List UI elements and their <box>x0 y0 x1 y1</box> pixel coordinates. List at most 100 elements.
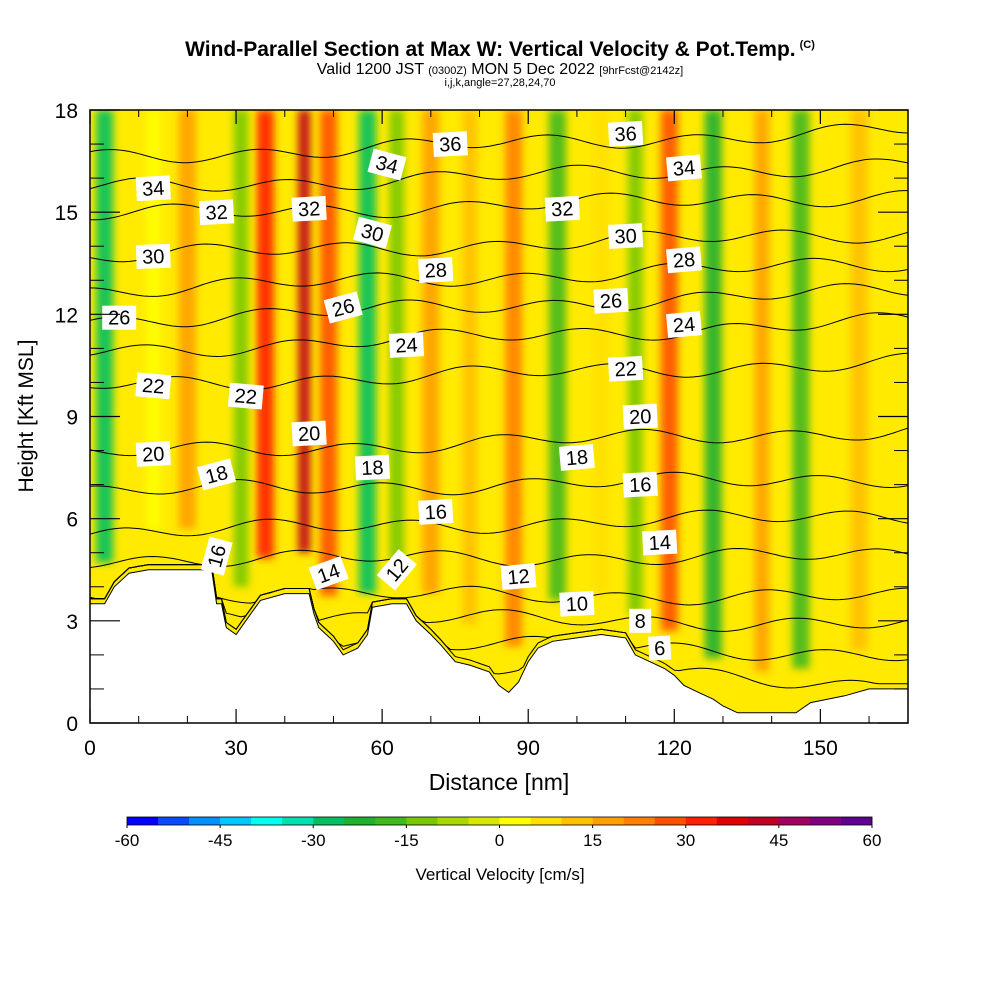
contour-label: 14 <box>308 556 349 591</box>
colorbar-tick-label: -15 <box>394 831 419 850</box>
contour-label-text: 28 <box>672 249 696 273</box>
contour-label: 22 <box>227 382 264 410</box>
colorbar-swatch <box>437 817 469 825</box>
contour-label-text: 12 <box>507 566 531 590</box>
y-tick-label: 15 <box>55 202 78 225</box>
x-tick-label: 0 <box>84 737 96 760</box>
contour-label-text: 32 <box>297 198 320 221</box>
contour-label-box <box>558 443 595 471</box>
colorbar-tick-label: 0 <box>495 831 504 850</box>
contour-label-box <box>135 441 171 467</box>
contour-label: 12 <box>500 563 537 591</box>
colorbar-swatch <box>623 817 656 825</box>
contour-label-box <box>367 148 407 181</box>
contour-label-box <box>607 223 644 249</box>
colorbar-tick-label: -45 <box>208 831 233 850</box>
contour-label: 36 <box>432 131 468 157</box>
x-tick-label: 90 <box>517 737 540 760</box>
contour-label: 18 <box>197 458 237 491</box>
contour-label-box <box>622 403 658 430</box>
colorbar-swatch <box>189 817 221 825</box>
colorbar-swatch <box>220 817 252 825</box>
contour-label: 30 <box>135 243 171 269</box>
y-tick-label: 3 <box>66 611 78 634</box>
contour-label: 22 <box>607 355 644 382</box>
chart-title-text: Wind-Parallel Section at Max W: Vertical… <box>185 38 796 61</box>
contour-label-box <box>135 243 171 269</box>
colorbar-swatch <box>313 817 345 825</box>
contour-label-text: 32 <box>205 202 228 225</box>
contour-label: 14 <box>642 529 678 556</box>
contour-label: 18 <box>558 443 595 471</box>
contour-label: 24 <box>388 332 425 358</box>
contour-label-text: 22 <box>234 385 258 409</box>
contour-label-box <box>135 372 172 400</box>
y-tick-label: 9 <box>66 407 78 430</box>
contour-label-box <box>607 355 644 382</box>
y-tick-label: 12 <box>55 304 78 327</box>
contour-label-box <box>622 471 658 498</box>
colorbar-swatch <box>778 817 811 825</box>
velocity-band <box>359 110 377 594</box>
contour-label-box <box>418 499 454 525</box>
theta-contour <box>90 352 908 391</box>
colorbar-tick-label: -30 <box>301 831 326 850</box>
contour-label: 24 <box>666 311 702 339</box>
theta-contour <box>90 509 908 537</box>
contour-label-box <box>593 287 629 314</box>
copyright-mark: (C) <box>799 39 815 51</box>
velocity-band <box>298 110 311 553</box>
velocity-band <box>593 110 609 594</box>
contour-label: 16 <box>200 536 233 576</box>
valid-time: Valid 1200 JST <box>316 61 424 78</box>
theta-contour <box>90 283 908 328</box>
contour-label: 20 <box>291 420 327 447</box>
contour-label: 34 <box>666 154 702 182</box>
x-tick-label: 150 <box>803 737 838 760</box>
colorbar-tick-label: -60 <box>115 831 140 850</box>
colorbar-swatch <box>809 817 842 825</box>
contour-label: 20 <box>135 441 171 467</box>
colorbar-swatch <box>251 817 283 825</box>
contour-label-text: 14 <box>648 532 671 555</box>
theta-contour <box>90 312 908 358</box>
contour-label-text: 32 <box>551 198 574 221</box>
contour-label: 26 <box>102 305 137 330</box>
colorbar-swatch <box>592 817 624 825</box>
contour-label-box <box>197 458 237 491</box>
y-tick-label: 0 <box>66 713 78 736</box>
contour-label-box <box>291 195 327 222</box>
contour-label: 22 <box>135 372 172 400</box>
colorbar-swatch <box>840 817 873 825</box>
contour-label-text: 16 <box>424 501 447 524</box>
contour-label-text: 20 <box>297 423 320 446</box>
contour-label-box <box>500 563 537 591</box>
contour-label-text: 22 <box>614 358 637 381</box>
contour-label-text: 36 <box>614 123 637 146</box>
colorbar-swatch <box>158 817 190 825</box>
contour-label: 30 <box>607 223 644 249</box>
theta-contour <box>90 564 908 606</box>
velocity-band <box>792 110 810 669</box>
velocity-band <box>422 110 440 594</box>
colorbar-swatch <box>685 817 718 825</box>
theta-contour <box>90 427 908 457</box>
contour-label-box <box>354 454 391 481</box>
contour-label-box <box>291 420 327 447</box>
contour-label-box <box>376 549 417 591</box>
colorbar-swatch <box>747 817 780 825</box>
contour-label-text: 18 <box>565 446 589 470</box>
velocity-band <box>704 110 722 659</box>
contour-label-text: 20 <box>142 443 165 466</box>
contour-label: 32 <box>544 195 580 222</box>
x-axis-label: Distance [nm] <box>429 769 570 795</box>
theta-contour <box>90 123 908 164</box>
contour-label-text: 16 <box>629 474 652 497</box>
contour-label-box <box>432 131 468 157</box>
velocity-band <box>96 110 114 563</box>
contour-label: 32 <box>291 195 327 222</box>
contour-label-text: 30 <box>614 225 637 248</box>
theta-contour <box>90 564 908 662</box>
velocity-band <box>320 110 338 596</box>
